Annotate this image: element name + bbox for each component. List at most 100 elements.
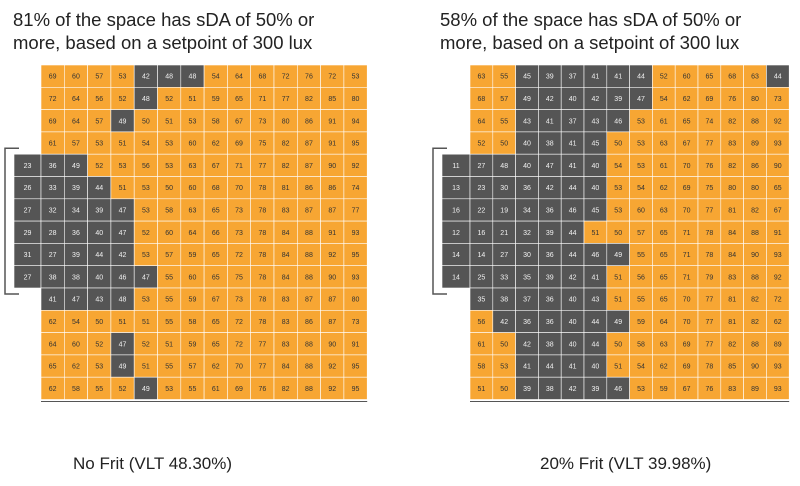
cell-value: 72 — [235, 341, 243, 348]
cell-value: 90 — [328, 163, 336, 170]
cell-value: 53 — [95, 141, 103, 148]
cell-value: 89 — [751, 386, 759, 393]
cell-value: 44 — [774, 74, 782, 81]
cell-value: 84 — [282, 364, 290, 371]
cell-value: 27 — [24, 207, 32, 214]
cell-value: 14 — [452, 252, 460, 259]
cell-value: 39 — [72, 252, 80, 259]
cell-value: 72 — [774, 297, 782, 304]
cell-value: 71 — [683, 252, 691, 259]
panel-1-title: 81% of the space has sDA of 50% or more,… — [13, 9, 315, 53]
cell-value: 42 — [569, 386, 577, 393]
cell-value: 90 — [751, 252, 759, 259]
cell-value: 47 — [119, 207, 127, 214]
cell-value: 50 — [500, 341, 508, 348]
cell-value: 88 — [305, 274, 313, 281]
cell-value: 35 — [523, 274, 531, 281]
cell-value: 72 — [235, 252, 243, 259]
cell-value: 36 — [72, 230, 80, 237]
cell-value: 69 — [683, 364, 691, 371]
cell-value: 55 — [95, 386, 103, 393]
cell-value: 59 — [212, 96, 220, 103]
cell-value: 53 — [142, 185, 150, 192]
cell-value: 16 — [452, 207, 460, 214]
cell-value: 41 — [569, 364, 577, 371]
cell-value: 36 — [49, 163, 57, 170]
cell-value: 57 — [95, 74, 103, 81]
cell-value: 52 — [119, 386, 127, 393]
cell-value: 53 — [142, 207, 150, 214]
cell-value: 65 — [212, 207, 220, 214]
cell-value: 80 — [352, 96, 360, 103]
cell-value: 77 — [706, 319, 714, 326]
cell-value: 87 — [305, 141, 313, 148]
cell-value: 36 — [546, 319, 554, 326]
cell-value: 73 — [235, 297, 243, 304]
cell-value: 50 — [500, 141, 508, 148]
cell-value: 53 — [637, 163, 645, 170]
cell-value: 37 — [569, 74, 577, 81]
cell-value: 88 — [751, 274, 759, 281]
cell-value: 93 — [774, 386, 782, 393]
cell-value: 52 — [478, 141, 486, 148]
cell-value: 60 — [72, 341, 80, 348]
cell-value: 73 — [774, 96, 782, 103]
cell-value: 65 — [49, 364, 57, 371]
cell-value: 54 — [142, 141, 150, 148]
grid-cell — [766, 376, 790, 400]
cell-value: 40 — [569, 297, 577, 304]
cell-value: 62 — [212, 364, 220, 371]
cell-value: 53 — [614, 185, 622, 192]
cell-value: 95 — [352, 364, 360, 371]
cell-value: 70 — [235, 364, 243, 371]
cell-value: 60 — [165, 230, 173, 237]
cell-value: 72 — [328, 74, 336, 81]
cell-value: 77 — [258, 364, 266, 371]
cell-value: 93 — [774, 141, 782, 148]
cell-value: 52 — [119, 96, 127, 103]
cell-value: 54 — [614, 163, 622, 170]
cell-value: 95 — [352, 386, 360, 393]
cell-value: 42 — [592, 96, 600, 103]
cell-value: 79 — [706, 274, 714, 281]
cell-value: 73 — [258, 118, 266, 125]
cell-value: 43 — [95, 297, 103, 304]
cell-value: 62 — [683, 96, 691, 103]
cell-value: 67 — [683, 141, 691, 148]
cell-value: 51 — [119, 141, 127, 148]
cell-value: 93 — [352, 230, 360, 237]
cell-value: 64 — [189, 230, 197, 237]
cell-value: 53 — [637, 386, 645, 393]
cell-value: 88 — [751, 230, 759, 237]
cell-value: 58 — [478, 364, 486, 371]
cell-value: 41 — [592, 74, 600, 81]
cell-value: 49 — [142, 386, 150, 393]
cell-value: 62 — [49, 386, 57, 393]
cell-value: 27 — [478, 163, 486, 170]
cell-value: 71 — [235, 163, 243, 170]
bay-outline — [432, 147, 447, 295]
cell-value: 88 — [305, 252, 313, 259]
cell-value: 61 — [660, 118, 668, 125]
cell-value: 51 — [165, 118, 173, 125]
cell-value: 84 — [282, 230, 290, 237]
cell-value: 23 — [478, 185, 486, 192]
cell-value: 41 — [523, 364, 531, 371]
cell-value: 91 — [328, 230, 336, 237]
cell-value: 60 — [189, 141, 197, 148]
cell-value: 64 — [660, 319, 668, 326]
cell-value: 40 — [523, 141, 531, 148]
cell-value: 91 — [352, 341, 360, 348]
cell-value: 56 — [95, 96, 103, 103]
cell-value: 53 — [119, 163, 127, 170]
cell-value: 92 — [328, 386, 336, 393]
cell-value: 69 — [706, 96, 714, 103]
cell-value: 27 — [24, 274, 32, 281]
cell-value: 40 — [592, 185, 600, 192]
cell-value: 90 — [328, 341, 336, 348]
cell-value: 82 — [728, 118, 736, 125]
cell-value: 12 — [452, 230, 460, 237]
cell-value: 92 — [328, 364, 336, 371]
cell-value: 36 — [523, 319, 531, 326]
